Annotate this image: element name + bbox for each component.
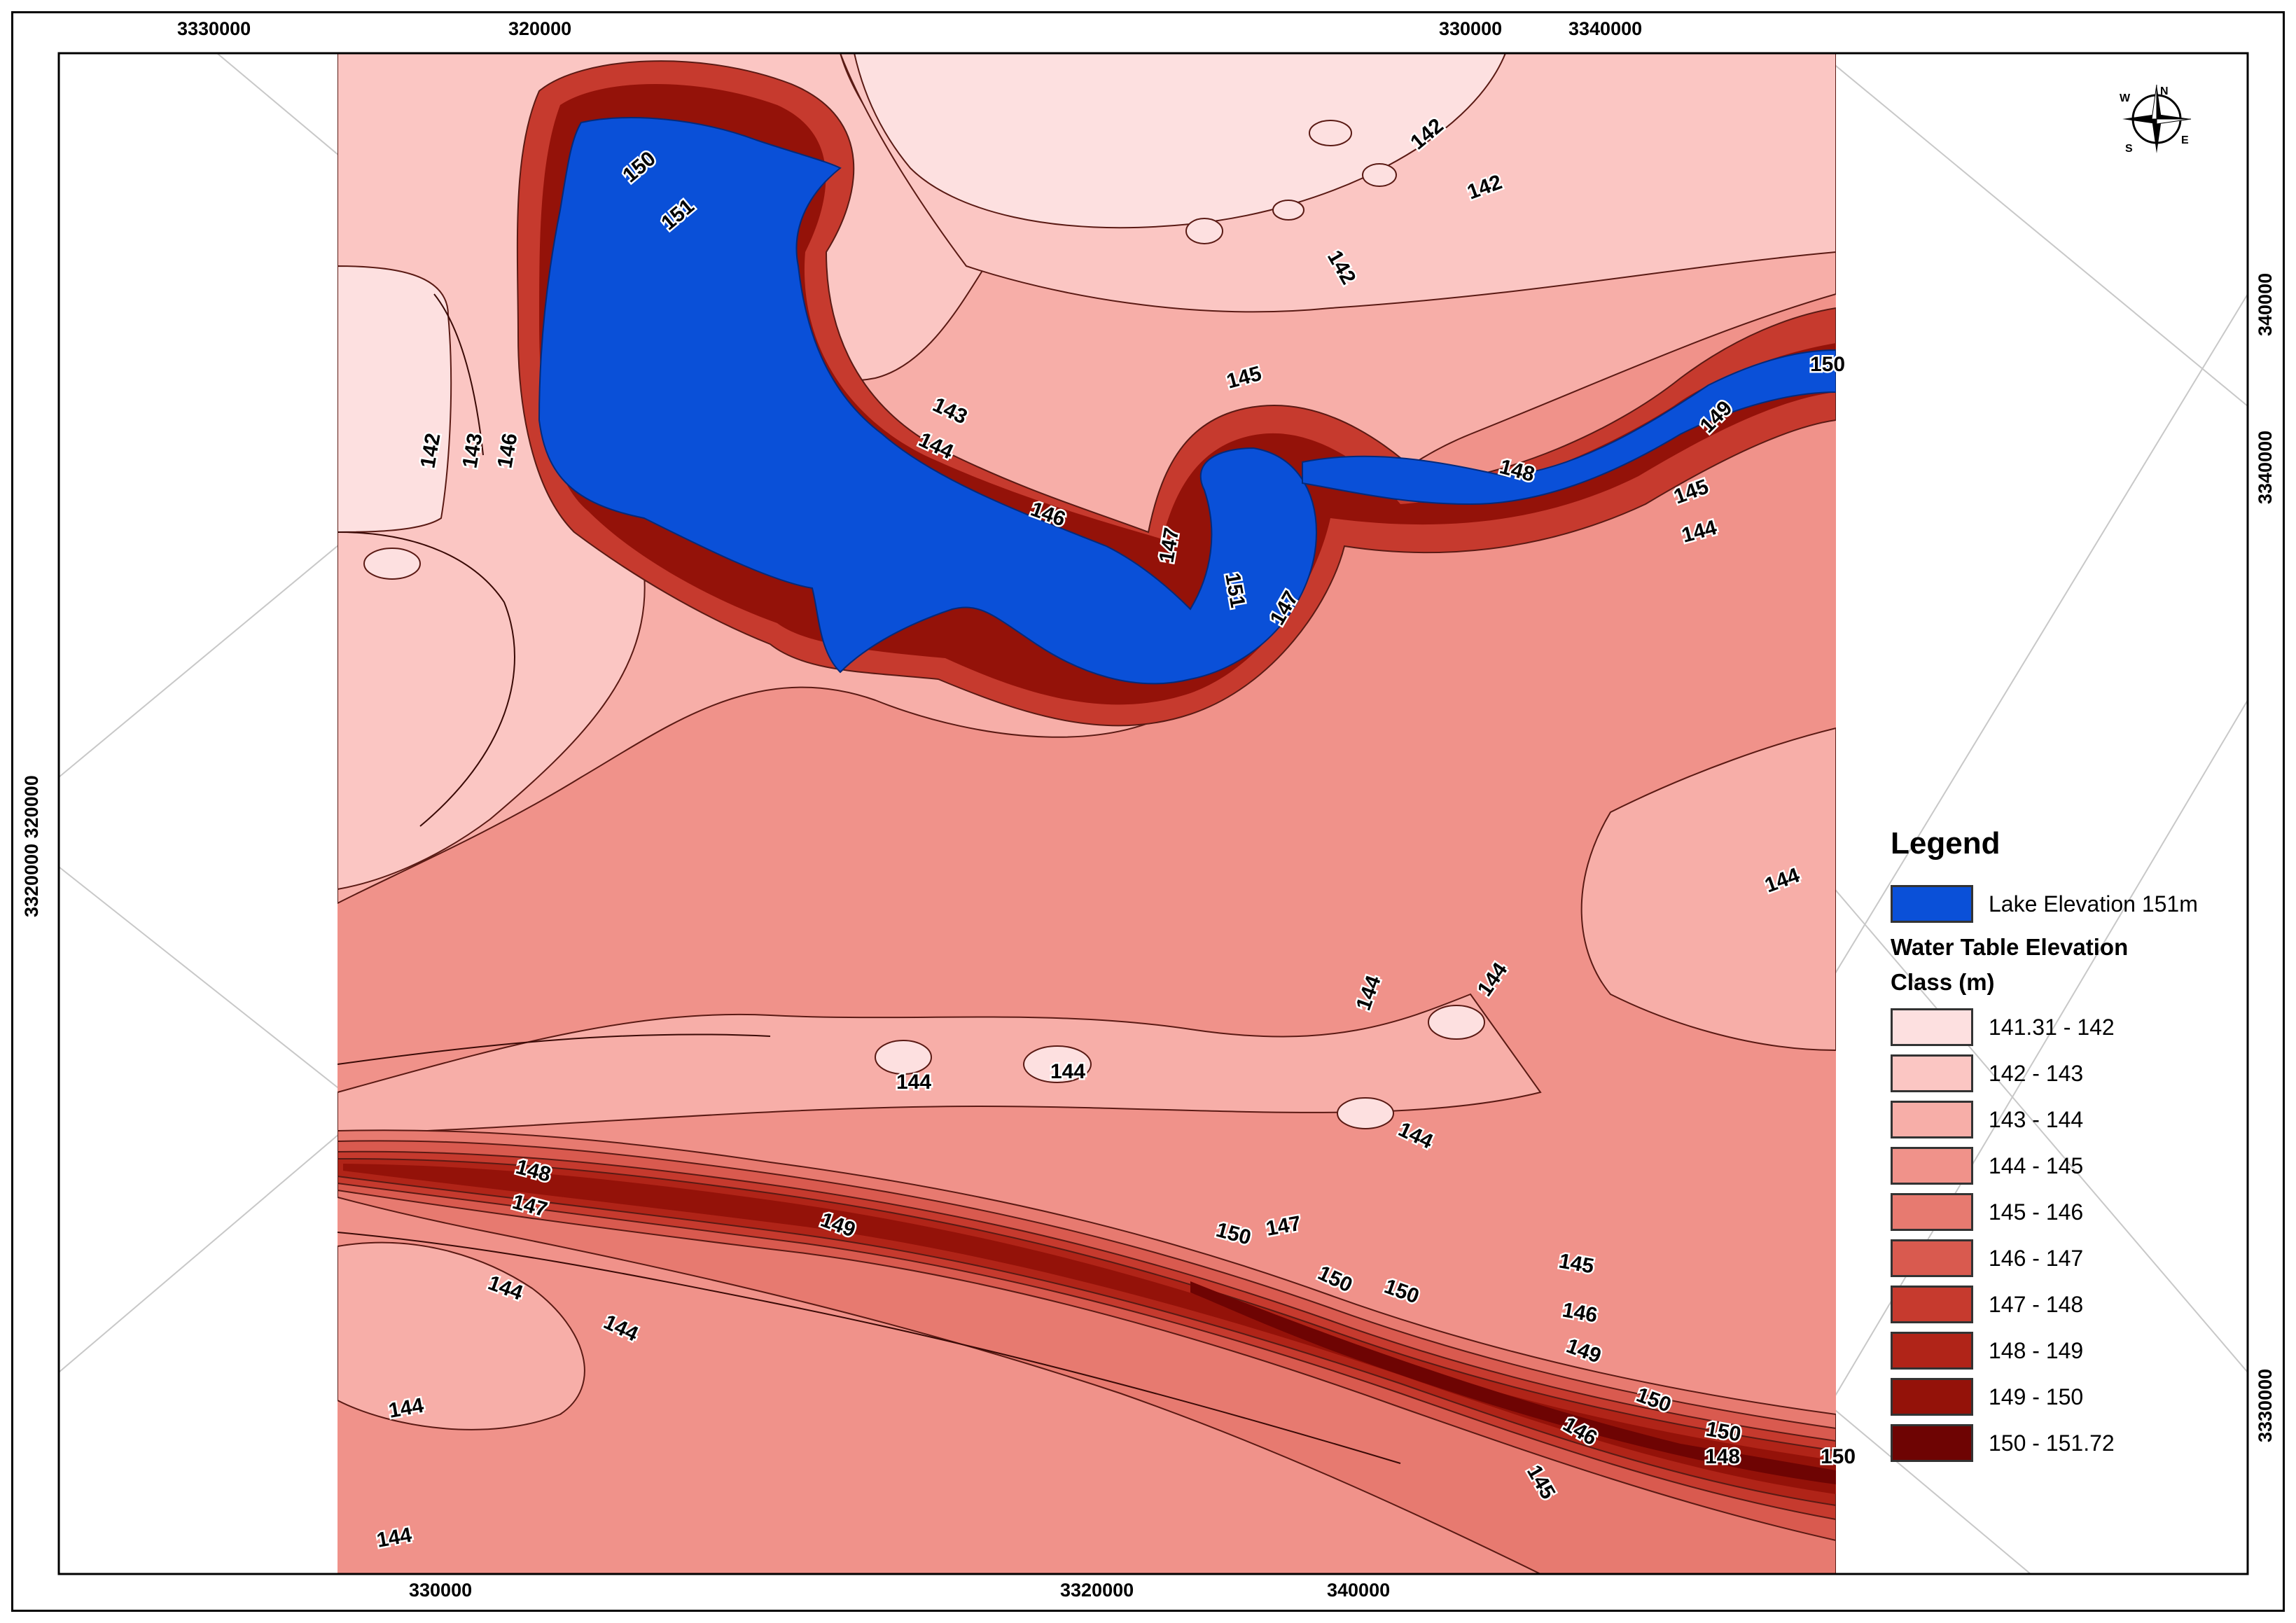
- outer-frame: [11, 11, 2285, 1612]
- legend-class-swatch: [1891, 1147, 1973, 1185]
- coord-right-1: 340000: [2255, 272, 2276, 336]
- legend-class-row: 146 - 147: [1891, 1235, 2255, 1281]
- legend-class-row: 145 - 146: [1891, 1189, 2255, 1235]
- legend-subtitle-2: Class (m): [1891, 969, 1995, 995]
- legend-classes: 141.31 - 142 142 - 143 143 - 144 144 - 145 1…: [1891, 1004, 2255, 1466]
- legend-class-label: 141.31 - 142: [1989, 1014, 2115, 1040]
- legend-class-label: 142 - 143: [1989, 1060, 2084, 1086]
- coord-right-2: 3340000: [2255, 430, 2276, 504]
- legend-class-swatch: [1891, 1054, 1973, 1092]
- legend-class-row: 144 - 145: [1891, 1143, 2255, 1189]
- legend-class-swatch: [1891, 1286, 1973, 1323]
- legend-class-swatch: [1891, 1378, 1973, 1416]
- legend-class-label: 148 - 149: [1989, 1337, 2084, 1363]
- legend-class-row: 147 - 148: [1891, 1281, 2255, 1328]
- legend-class-label: 146 - 147: [1989, 1245, 2084, 1271]
- legend-class-label: 144 - 145: [1989, 1152, 2084, 1178]
- legend-title: Legend: [1891, 826, 2001, 861]
- north-label: N: [2160, 85, 2169, 97]
- contour-label: 148: [1705, 1445, 1740, 1468]
- legend-class-row: 149 - 150: [1891, 1374, 2255, 1420]
- legend-class-label: 145 - 146: [1989, 1199, 2084, 1225]
- coord-top-4: 3340000: [1568, 18, 1643, 39]
- coord-top-2: 320000: [508, 18, 572, 39]
- west-label: W: [2120, 92, 2131, 104]
- coord-right-3: 3330000: [2255, 1368, 2276, 1442]
- legend-class-swatch: [1891, 1424, 1973, 1462]
- water-table-surface: [338, 53, 1836, 1574]
- contour-label: 150: [1810, 353, 1845, 376]
- contour-label: 144: [1050, 1060, 1085, 1083]
- east-label: E: [2181, 134, 2189, 146]
- legend-class-label: 149 - 150: [1989, 1384, 2084, 1409]
- legend-class-label: 143 - 144: [1989, 1106, 2084, 1132]
- legend-class-row: 142 - 143: [1891, 1050, 2255, 1096]
- legend-lake-row: Lake Elevation 151m: [1891, 881, 2255, 927]
- legend: Legend Lake Elevation 151m Water Table E…: [1891, 826, 2255, 1466]
- south-label: S: [2125, 143, 2133, 155]
- contour-label: 147: [510, 1190, 550, 1222]
- legend-class-swatch: [1891, 1239, 1973, 1277]
- legend-class-swatch: [1891, 1193, 1973, 1231]
- lake-label: Lake Elevation 151m: [1989, 891, 2198, 917]
- coord-left-1: 3320000 320000: [21, 775, 42, 917]
- legend-class-swatch: [1891, 1008, 1973, 1046]
- legend-class-row: 143 - 144: [1891, 1096, 2255, 1143]
- coord-top-3: 330000: [1439, 18, 1503, 39]
- coord-bottom-2: 3320000: [1060, 1580, 1134, 1601]
- coord-bottom-3: 340000: [1327, 1580, 1391, 1601]
- contour-label: 147: [1155, 526, 1183, 564]
- legend-class-row: 141.31 - 142: [1891, 1004, 2255, 1050]
- compass-rose-icon: N E S W: [2120, 84, 2192, 155]
- legend-subtitle-1: Water Table Elevation: [1891, 934, 2129, 960]
- lake-polygon: [538, 117, 1318, 685]
- legend-class-label: 150 - 151.72: [1989, 1430, 2115, 1456]
- coord-bottom-1: 330000: [409, 1580, 473, 1601]
- coord-top-1: 3330000: [177, 18, 251, 39]
- lake-swatch: [1891, 885, 1973, 923]
- legend-class-row: 150 - 151.72: [1891, 1420, 2255, 1466]
- legend-class-swatch: [1891, 1332, 1973, 1370]
- contour-label: 150: [1821, 1445, 1856, 1468]
- legend-class-row: 148 - 149: [1891, 1328, 2255, 1374]
- map-frame: [57, 52, 2249, 1575]
- legend-class-label: 147 - 148: [1989, 1291, 2084, 1317]
- legend-class-swatch: [1891, 1101, 1973, 1138]
- contour-label: 144: [896, 1071, 931, 1094]
